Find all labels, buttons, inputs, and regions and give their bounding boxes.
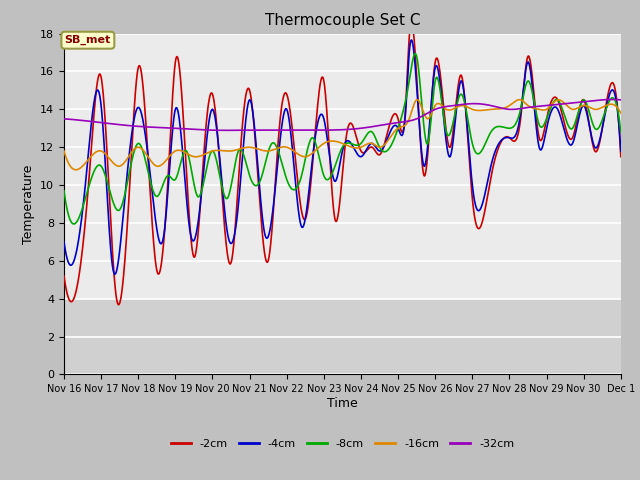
Y-axis label: Temperature: Temperature <box>22 164 35 244</box>
Legend: -2cm, -4cm, -8cm, -16cm, -32cm: -2cm, -4cm, -8cm, -16cm, -32cm <box>166 434 518 454</box>
Bar <box>64 299 621 374</box>
X-axis label: Time: Time <box>327 397 358 410</box>
Title: Thermocouple Set C: Thermocouple Set C <box>265 13 420 28</box>
Text: SB_met: SB_met <box>65 35 111 45</box>
